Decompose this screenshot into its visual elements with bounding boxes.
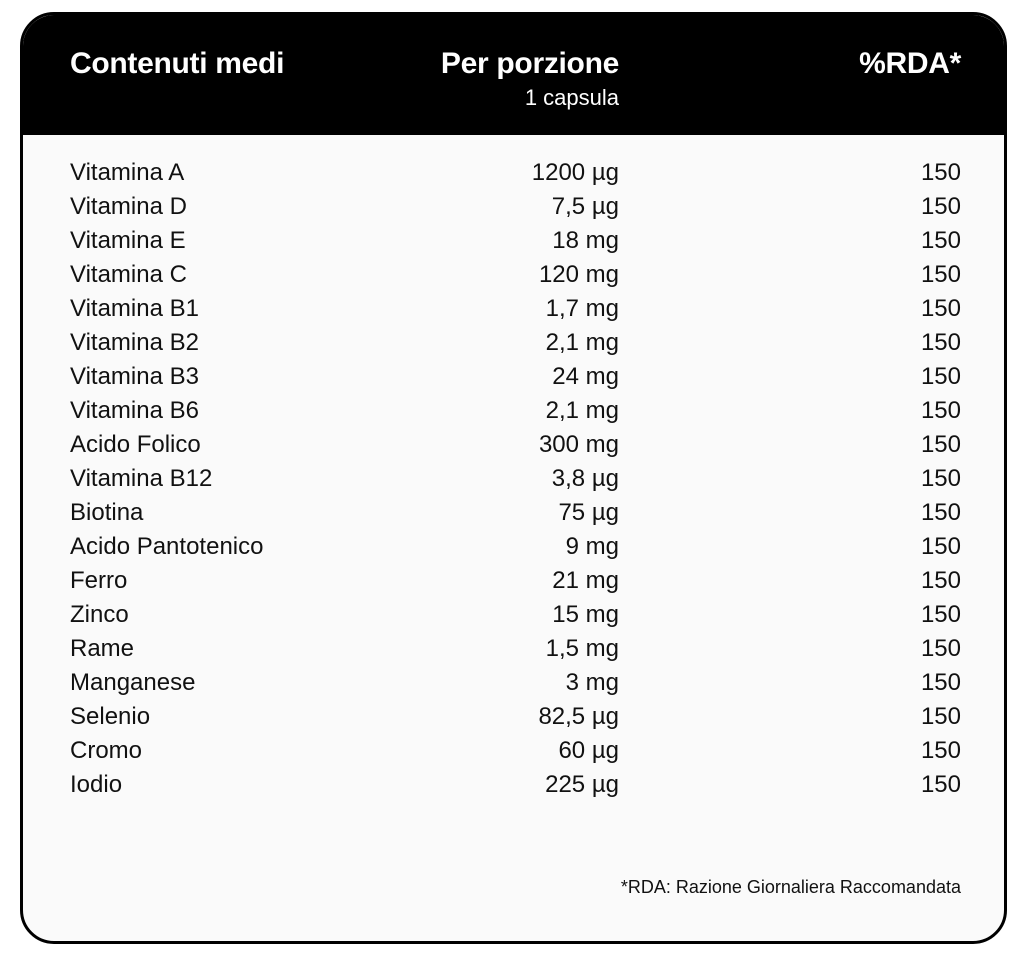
nutrient-amount: 300 mg: [538, 431, 619, 458]
nutrient-amount: 225 µg: [545, 771, 619, 798]
nutrient-amount: 1200 µg: [531, 159, 619, 186]
header-serving-size: 1 capsula: [524, 85, 619, 110]
table-row: Vitamina B3 24 mg 150: [23, 361, 1004, 395]
nutrient-name: Manganese: [70, 669, 196, 696]
nutrient-rda: 150: [920, 465, 961, 492]
table-row: Rame 1,5 mg 150: [23, 633, 1004, 667]
nutrient-name: Vitamina B1: [70, 295, 199, 322]
nutrient-rda: 150: [920, 227, 961, 254]
nutrient-amount: 18 mg: [552, 227, 619, 254]
nutrient-name: Vitamina B12: [70, 465, 213, 492]
header-rda: %RDA*: [859, 47, 961, 80]
footnote: *RDA: Razione Giornaliera Raccomandata: [620, 877, 961, 897]
nutrient-amount: 9 mg: [565, 533, 619, 560]
table-row: Zinco 15 mg 150: [23, 599, 1004, 633]
nutrient-amount: 3,8 µg: [551, 465, 619, 492]
nutrient-rda: 150: [920, 737, 961, 764]
nutrient-amount: 2,1 mg: [545, 329, 619, 356]
nutrient-rda: 150: [920, 193, 961, 220]
nutrient-name: Cromo: [70, 737, 143, 764]
nutrient-rda: 150: [920, 669, 961, 696]
nutrient-amount: 2,1 mg: [545, 397, 619, 424]
nutrient-name: Zinco: [70, 601, 129, 628]
table-row: Iodio 225 µg 150: [23, 769, 1004, 803]
nutrient-amount: 120 mg: [538, 261, 619, 288]
nutrient-name: Vitamina D: [70, 193, 187, 220]
nutrient-rda: 150: [920, 329, 961, 356]
table-row: Biotina 75 µg 150: [23, 497, 1004, 531]
nutrient-name: Rame: [70, 635, 135, 662]
header-contents: Contenuti medi: [70, 47, 285, 80]
table-body: Vitamina A 1200 µg 150 Vitamina D 7,5 µg 150 V…: [23, 157, 1004, 803]
nutrient-rda: 150: [920, 295, 961, 322]
nutrient-amount: 75 µg: [558, 499, 619, 526]
nutrient-name: Selenio: [70, 703, 151, 730]
nutrient-rda: 150: [920, 397, 961, 424]
nutrient-amount: 1,5 mg: [545, 635, 619, 662]
table-row: Cromo 60 µg 150: [23, 735, 1004, 769]
nutrient-amount: 3 mg: [565, 669, 619, 696]
table-row: Acido Folico 300 mg 150: [23, 429, 1004, 463]
nutrient-rda: 150: [920, 601, 961, 628]
nutrient-rda: 150: [920, 771, 961, 798]
nutrient-name: Vitamina C: [70, 261, 187, 288]
header-per-serving: Per porzione: [440, 47, 619, 80]
nutrient-name: Iodio: [70, 771, 123, 798]
nutrient-rda: 150: [920, 703, 961, 730]
nutrient-name: Ferro: [70, 567, 128, 594]
nutrient-rda: 150: [920, 261, 961, 288]
nutrient-rda: 150: [920, 363, 961, 390]
table-row: Vitamina E 18 mg 150: [23, 225, 1004, 259]
nutrient-amount: 82,5 µg: [538, 703, 619, 730]
table-row: Vitamina B12 3,8 µg 150: [23, 463, 1004, 497]
nutrient-amount: 21 mg: [552, 567, 619, 594]
table-row: Vitamina D 7,5 µg 150: [23, 191, 1004, 225]
table-row: Acido Pantotenico 9 mg 150: [23, 531, 1004, 565]
nutrient-amount: 24 mg: [552, 363, 619, 390]
table-header: Contenuti medi Per porzione 1 capsula %R…: [23, 15, 1004, 135]
nutrient-name: Vitamina E: [70, 227, 186, 254]
table-row: Manganese 3 mg 150: [23, 667, 1004, 701]
nutrient-name: Vitamina B6: [70, 397, 199, 424]
nutrient-name: Vitamina B3: [70, 363, 199, 390]
nutrient-name: Acido Pantotenico: [70, 533, 264, 560]
nutrient-name: Acido Folico: [70, 431, 201, 458]
nutrient-rda: 150: [920, 499, 961, 526]
nutrient-amount: 60 µg: [558, 737, 619, 764]
nutrient-amount: 15 mg: [552, 601, 619, 628]
nutrient-rda: 150: [920, 567, 961, 594]
nutrient-rda: 150: [920, 159, 961, 186]
table-row: Vitamina B2 2,1 mg 150: [23, 327, 1004, 361]
table-row: Vitamina A 1200 µg 150: [23, 157, 1004, 191]
table-row: Ferro 21 mg 150: [23, 565, 1004, 599]
nutrient-name: Biotina: [70, 499, 144, 526]
table-row: Selenio 82,5 µg 150: [23, 701, 1004, 735]
nutrient-name: Vitamina B2: [70, 329, 199, 356]
nutrient-amount: 1,7 mg: [545, 295, 619, 322]
nutrient-rda: 150: [920, 635, 961, 662]
nutrition-table-card: Contenuti medi Per porzione 1 capsula %R…: [20, 12, 1007, 944]
nutrient-rda: 150: [920, 533, 961, 560]
nutrient-amount: 7,5 µg: [551, 193, 619, 220]
nutrient-rda: 150: [920, 431, 961, 458]
table-row: Vitamina B6 2,1 mg 150: [23, 395, 1004, 429]
nutrient-name: Vitamina A: [70, 159, 185, 186]
table-row: Vitamina B1 1,7 mg 150: [23, 293, 1004, 327]
table-row: Vitamina C 120 mg 150: [23, 259, 1004, 293]
